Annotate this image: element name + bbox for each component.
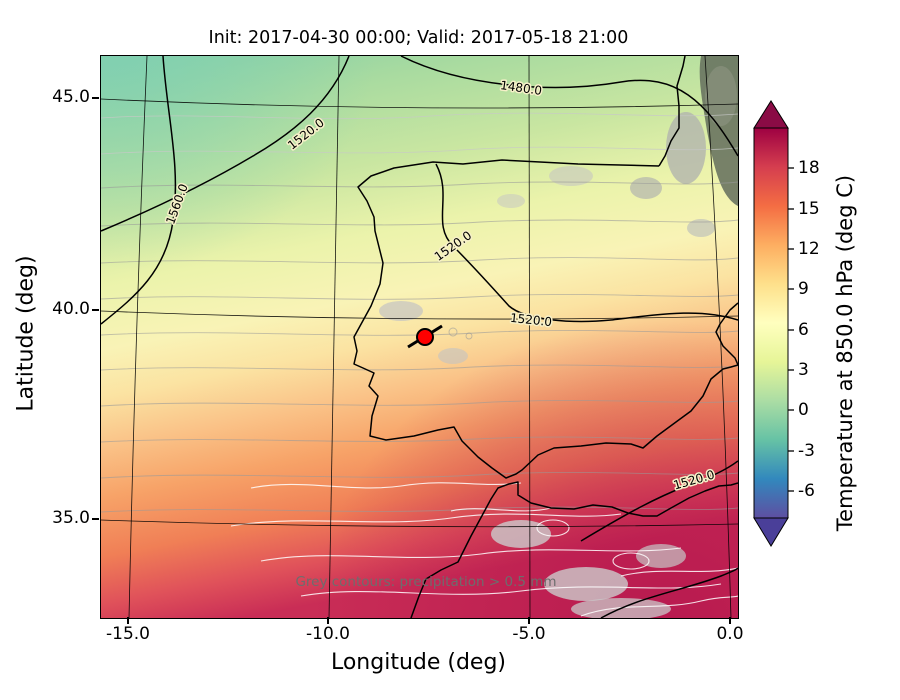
x-tick-label--10: -10.0 (306, 624, 350, 644)
x-tick-label-0: 0.0 (716, 624, 744, 644)
y-tick-label-45: 45.0 (52, 87, 90, 107)
y-tickmark-35 (92, 518, 99, 520)
cb-tick-9: 9 (798, 279, 809, 299)
x-tick-label--5: -5.0 (512, 624, 546, 644)
cb-tick-6: 6 (798, 320, 809, 340)
map-canvas: 1480.0 1520.0 1560.0 1520.0 1520.0 1520.… (101, 56, 738, 618)
cb-tick--3: -3 (798, 441, 815, 461)
x-tick-label--15: -15.0 (106, 624, 150, 644)
contour-label-1480: 1480.0 (499, 78, 543, 98)
colorbar-gradient-bar (753, 127, 789, 519)
grey-temperature-contours (101, 112, 738, 513)
x-tickmark--5 (528, 617, 530, 624)
cb-tick-3: 3 (798, 360, 809, 380)
x-tickmark--15 (127, 617, 129, 624)
colorbar (752, 100, 796, 552)
marker-dot (416, 328, 434, 346)
precip-annotation: Grey contours: precipitation > 0.5 mm (295, 574, 556, 590)
contour-label-1520-mid: 1520.0 (509, 311, 552, 329)
y-tickmark-40 (92, 309, 99, 311)
cb-tick-15: 15 (798, 199, 820, 219)
cb-tick--6: -6 (798, 481, 815, 501)
coastlines (353, 56, 738, 618)
x-tickmark-0 (729, 617, 731, 624)
cb-tick-12: 12 (798, 239, 820, 259)
colorbar-over-arrow (753, 100, 789, 129)
colorbar-canvas (753, 100, 794, 547)
cb-tick-0: 0 (798, 400, 809, 420)
plot-title: Init: 2017-04-30 00:00; Valid: 2017-05-1… (208, 28, 629, 48)
colorbar-under-arrow (753, 517, 789, 547)
white-precipitation-contours (230, 482, 738, 617)
station-marker (407, 324, 443, 349)
y-tickmark-45 (92, 97, 99, 99)
geopotential-contours (101, 56, 738, 618)
cb-tick-18: 18 (798, 158, 820, 178)
x-tickmark--10 (327, 617, 329, 624)
map-plot-area: 1480.0 1520.0 1560.0 1520.0 1520.0 1520.… (100, 55, 739, 619)
y-axis-label: Latitude (deg) (13, 255, 39, 412)
colorbar-tickmarks (788, 167, 794, 492)
y-tick-label-35: 35.0 (52, 508, 90, 528)
y-tick-label-40: 40.0 (52, 299, 90, 319)
x-axis-label: Longitude (deg) (330, 650, 507, 675)
colorbar-label: Temperature at 850.0 hPa (deg C) (833, 174, 857, 532)
